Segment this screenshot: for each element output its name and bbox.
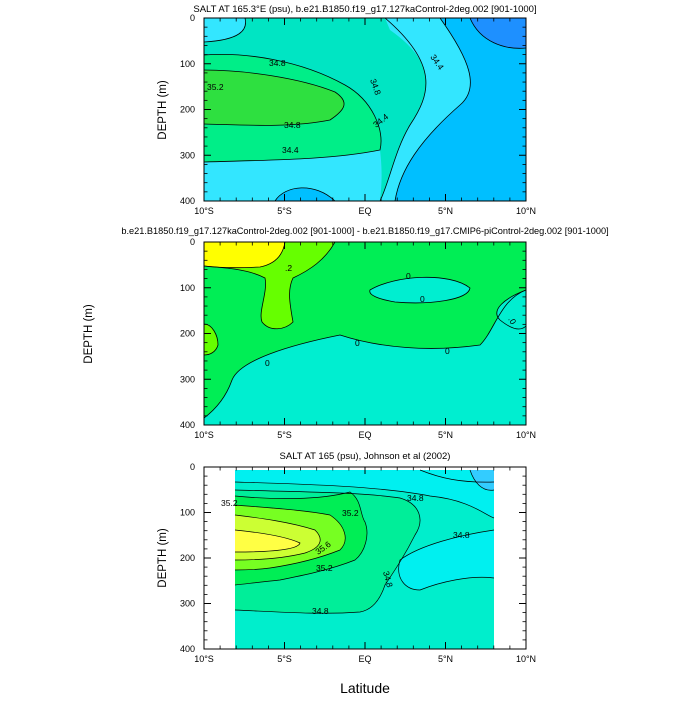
x-tick-label: 10°S: [194, 430, 214, 440]
panel-1: SALT AT 165.3°E (psu), b.e21.B1850.f19_g…: [157, 4, 537, 216]
panel-3-contour-label: 34.8: [407, 493, 424, 503]
panel-2-band-right: [496, 290, 526, 330]
y-tick-label: 100: [180, 508, 195, 518]
panel-1-band-fresh-3: [470, 18, 526, 49]
panel-1-title: SALT AT 165.3°E (psu), b.e21.B1850.f19_g…: [193, 4, 536, 15]
panel-1-contour-line-5: [469, 18, 526, 49]
y-tick-label: 100: [180, 59, 195, 69]
x-tick-label: 10°N: [516, 206, 536, 216]
panel-3-title: SALT AT 165 (psu), Johnson et al (2002): [280, 451, 451, 462]
x-tick-label: 5°N: [438, 206, 453, 216]
y-tick-label: 400: [180, 196, 195, 206]
panel-2-contour-label: .0: [506, 315, 518, 326]
y-tick-label: 300: [180, 150, 195, 160]
panel-2-contour-line-5: [369, 276, 471, 304]
x-tick-label: 10°N: [516, 654, 536, 664]
panel-2: b.e21.B1850.f19_g17.127kaControl-2deg.00…: [83, 226, 609, 440]
x-tick-label: EQ: [358, 654, 371, 664]
y-tick-label: 200: [180, 329, 195, 339]
panel-2-contour-line-6: [496, 289, 526, 330]
y-tick-label: 300: [180, 599, 195, 609]
panel-2-ylabel: DEPTH (m): [83, 304, 95, 364]
panel-2-contours: [204, 242, 526, 425]
x-tick-label: EQ: [358, 430, 371, 440]
panel-1-band-fresh-2: [395, 18, 526, 201]
x-tick-label: 5°S: [277, 654, 292, 664]
panel-1-contour-line-3: [379, 18, 427, 201]
panel-3-band-6: [235, 530, 300, 552]
panel-1-ylabel: DEPTH (m): [157, 80, 169, 140]
panel-1-contour-label: 34.8: [284, 120, 301, 130]
x-tick-label: 10°S: [194, 206, 214, 216]
panel-2-contour-label: .2: [285, 263, 292, 273]
panel-3-contour-line-4: [234, 491, 368, 586]
panel-1-contour-line-6: [204, 18, 246, 43]
panel-3-ylabel: DEPTH (m): [157, 528, 169, 588]
y-tick-label: 0: [190, 462, 195, 472]
panel-2-band-lens: [369, 277, 470, 303]
panel-2-title: b.e21.B1850.f19_g17.127kaControl-2deg.00…: [121, 226, 608, 236]
panel-1-band-deep: [204, 150, 382, 201]
panel-2-contour-label: 0: [420, 294, 425, 304]
panel-2-contour-label: 0: [355, 338, 360, 348]
panel-2-contour-label: 0: [265, 358, 270, 368]
panel-3-contour-label: 35.2: [221, 498, 238, 508]
y-tick-label: 200: [180, 105, 195, 115]
panel-1-band-bottom-lens: [275, 187, 335, 201]
panel-3-contour-label: 34.8: [312, 606, 329, 616]
panel-3-contour-line-6: [234, 514, 321, 561]
y-tick-label: 200: [180, 553, 195, 563]
panel-3-contour-line-8: [469, 469, 495, 491]
panel-3-band-fresh-top: [470, 470, 494, 491]
panel-2-contour-label: 0: [445, 346, 450, 356]
panel-3-contour-line-1: [234, 481, 495, 519]
x-tick-label: 5°S: [277, 206, 292, 216]
panel-1-contour-line-2: [204, 69, 345, 126]
panel-1-contour-line-1: [204, 54, 382, 163]
panel-3-contour-label: 34.8: [381, 570, 395, 589]
panel-3-contour-line-2: [398, 529, 495, 591]
y-tick-label: 0: [190, 13, 195, 23]
y-tick-label: 0: [190, 237, 195, 247]
panel-1-contour-line-4: [394, 18, 471, 201]
panel-3-contour-label: 35.2: [316, 563, 333, 573]
y-tick-label: 400: [180, 420, 195, 430]
y-tick-label: 100: [180, 283, 195, 293]
x-tick-label: 5°N: [438, 430, 453, 440]
panel-3-contours: [234, 469, 495, 649]
y-tick-label: 300: [180, 374, 195, 384]
panel-2-contour-line-1: [204, 289, 526, 419]
x-tick-label: 10°S: [194, 654, 214, 664]
panel-1-contour-label: 34.4: [282, 145, 299, 155]
panel-3: SALT AT 165 (psu), Johnson et al (2002): [157, 451, 536, 696]
x-axis-label: Latitude: [340, 680, 390, 696]
panel-2-contour-label: 0: [406, 271, 411, 281]
panel-2-contour-line-2: [204, 242, 336, 330]
panel-3-contour-label: 35.2: [342, 508, 359, 518]
x-tick-label: 10°N: [516, 430, 536, 440]
panel-1-contours: [204, 18, 526, 201]
panel-3-contour-line-7: [234, 529, 301, 553]
panel-1-contour-label: 34.8: [269, 58, 286, 68]
panel-3-contour-label: 34.8: [453, 530, 470, 540]
panel-3-contour-line-5: [234, 504, 346, 571]
panel-2-contour-line-3: [204, 323, 219, 356]
panel-3-contour-line-3: [234, 489, 421, 614]
x-tick-label: EQ: [358, 206, 371, 216]
y-tick-label: 400: [180, 644, 195, 654]
panel-2-band-max: [204, 242, 285, 268]
panel-1-band-left-top: [204, 18, 246, 42]
panel-1-contour-label: 35.2: [207, 82, 224, 92]
panel-1-contour-line-7: [274, 187, 336, 201]
panel-3-contour-line-9: [419, 469, 495, 483]
panel-2-contour-line-4: [204, 242, 286, 269]
x-tick-label: 5°N: [438, 654, 453, 664]
x-tick-label: 5°S: [277, 430, 292, 440]
